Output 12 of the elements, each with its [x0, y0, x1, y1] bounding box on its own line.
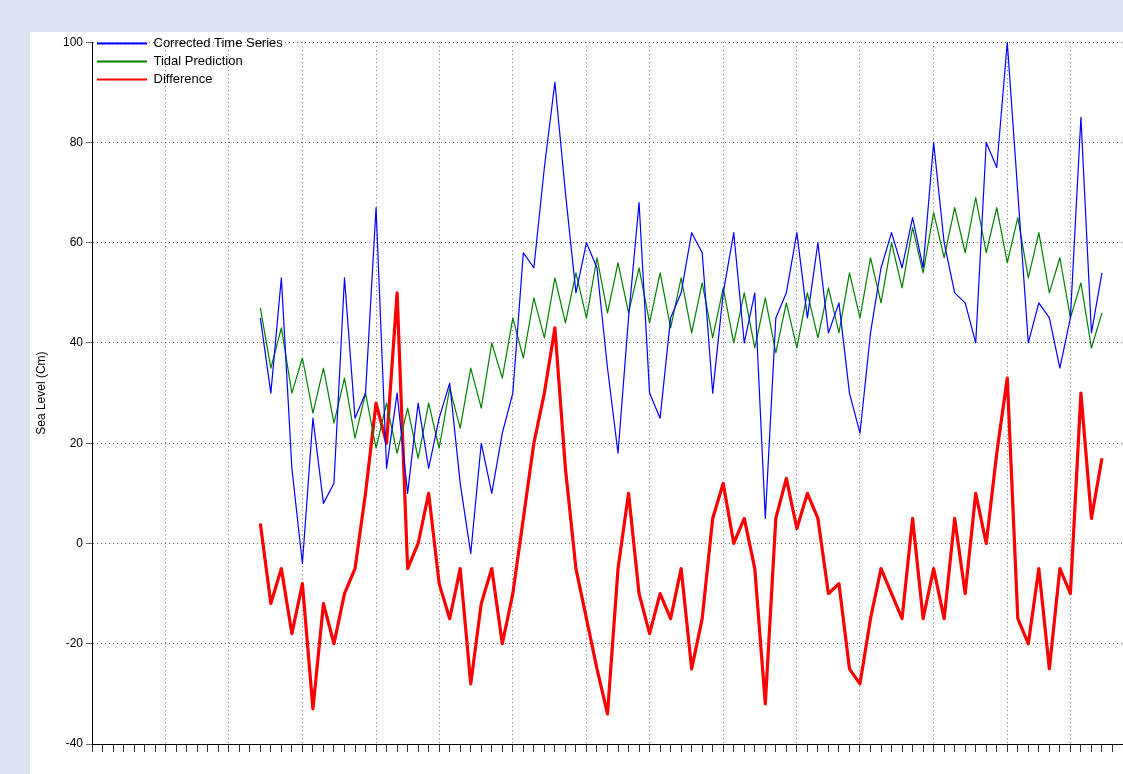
- y-tick-label: 20: [69, 435, 84, 450]
- y-tick-label: -40: [65, 736, 84, 751]
- y-tick-label: -20: [65, 636, 84, 651]
- y-axis-title: Sea Level (Cm): [33, 351, 48, 435]
- y-tick-label: 60: [69, 235, 84, 250]
- legend-label: Corrected Time Series: [153, 35, 284, 51]
- legend-label: Difference: [153, 71, 213, 87]
- y-tick-label: 100: [62, 34, 84, 49]
- y-tick-label: 80: [69, 134, 84, 149]
- y-tick-label: 0: [76, 535, 84, 550]
- y-tick-label: 40: [69, 335, 84, 350]
- legend-label: Tidal Prediction: [153, 53, 243, 69]
